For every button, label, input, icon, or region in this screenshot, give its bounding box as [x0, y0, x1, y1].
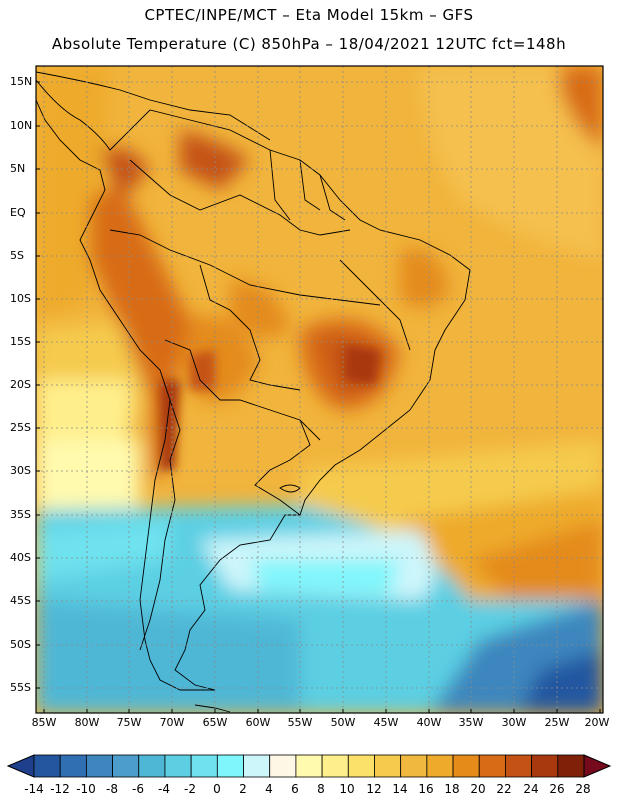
colorbar-label: 2: [239, 782, 247, 796]
lat-label: EQ: [10, 206, 26, 219]
map-frame: [35, 65, 604, 714]
colorbar-label: 28: [575, 782, 591, 796]
colorbar-label: -8: [106, 782, 118, 796]
colorbar-swatch: [59, 754, 87, 778]
lat-label: 30S: [10, 464, 31, 477]
temperature-field: [36, 66, 603, 713]
colorbar-swatch: [33, 754, 61, 778]
colorbar-swatch: [164, 754, 192, 778]
colorbar-swatch: [531, 754, 559, 778]
colorbar-label: 12: [366, 782, 382, 796]
lon-label: 55W: [287, 716, 313, 729]
colorbar-swatch: [452, 754, 480, 778]
colorbar-label: -4: [158, 782, 170, 796]
lon-label: 40W: [416, 716, 442, 729]
lon-label: 35W: [458, 716, 484, 729]
lat-label: 10S: [10, 292, 31, 305]
colorbar-label: -12: [50, 782, 70, 796]
colorbar: [6, 754, 612, 778]
colorbar-swatch: [426, 754, 454, 778]
colorbar-label: 26: [549, 782, 565, 796]
colorbar-swatch: [347, 754, 375, 778]
lon-label: 25W: [544, 716, 570, 729]
colorbar-swatch: [190, 754, 218, 778]
lon-label: 75W: [116, 716, 142, 729]
lat-label: 35S: [10, 508, 31, 521]
colorbar-label: 6: [291, 782, 299, 796]
lon-label: 65W: [202, 716, 228, 729]
colorbar-label: 24: [523, 782, 539, 796]
colorbar-high-arrow: [583, 754, 612, 778]
colorbar-swatch: [505, 754, 533, 778]
colorbar-swatch: [374, 754, 402, 778]
colorbar-label: 0: [213, 782, 221, 796]
lon-label: 45W: [373, 716, 399, 729]
lon-label: 20W: [584, 716, 610, 729]
colorbar-label: -14: [24, 782, 44, 796]
colorbar-swatch: [557, 754, 585, 778]
colorbar-swatch: [295, 754, 323, 778]
colorbar-label: 8: [317, 782, 325, 796]
colorbar-swatch: [138, 754, 166, 778]
colorbar-label: -2: [184, 782, 196, 796]
colorbar-label: 10: [339, 782, 355, 796]
colorbar-low-arrow: [6, 754, 35, 778]
lat-label: 25S: [10, 421, 31, 434]
colorbar-swatch: [400, 754, 428, 778]
colorbar-swatch: [112, 754, 140, 778]
chart-title-line-1: CPTEC/INPE/MCT – Eta Model 15km – GFS: [144, 6, 474, 24]
lat-label: 55S: [10, 681, 31, 694]
lon-label: 60W: [245, 716, 271, 729]
colorbar-swatch: [216, 754, 244, 778]
lat-label: 5N: [10, 162, 26, 175]
tick-marks: [36, 81, 601, 713]
lat-label: 50S: [10, 638, 31, 651]
colorbar-label: 22: [496, 782, 512, 796]
colorbar-label: -10: [76, 782, 96, 796]
lat-label: 15S: [10, 335, 31, 348]
lat-label: 45S: [10, 594, 31, 607]
colorbar-label: 14: [392, 782, 408, 796]
lat-label: 15N: [10, 75, 33, 88]
colorbar-swatch: [478, 754, 506, 778]
lat-label: 10N: [10, 119, 33, 132]
colorbar-swatch: [243, 754, 271, 778]
chart-title-line-2: Absolute Temperature (C) 850hPa – 18/04/…: [51, 35, 567, 53]
lon-label: 70W: [159, 716, 185, 729]
colorbar-label: 4: [265, 782, 273, 796]
colorbar-label: 16: [418, 782, 434, 796]
lon-label: 85W: [31, 716, 57, 729]
colorbar-swatch: [85, 754, 113, 778]
colorbar-label: -6: [132, 782, 144, 796]
colorbar-label: 20: [470, 782, 486, 796]
lat-label: 40S: [10, 551, 31, 564]
lon-label: 50W: [330, 716, 356, 729]
lat-label: 5S: [10, 249, 24, 262]
lon-label: 30W: [501, 716, 527, 729]
lon-label: 80W: [74, 716, 100, 729]
coastlines: [36, 71, 471, 713]
colorbar-label: 18: [444, 782, 460, 796]
colorbar-swatch: [269, 754, 297, 778]
colorbar-swatch: [321, 754, 349, 778]
lat-label: 20S: [10, 378, 31, 391]
